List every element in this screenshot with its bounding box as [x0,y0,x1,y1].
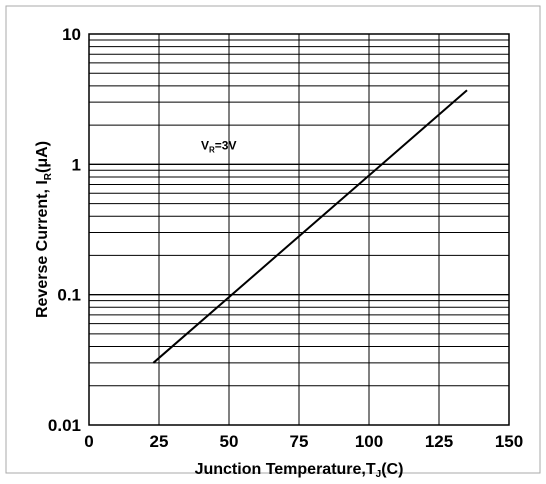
y-axis-label: Reverse Current, IR(μA) [34,141,54,318]
x-tick-label: 150 [495,432,523,451]
plot-border [88,33,510,426]
axes: 0 25 50 75 100 125 150 0.01 0.1 1 10 [48,25,523,451]
x-axis-label: Junction Temperature,TJ(C) [195,461,404,479]
x-tick-label: 100 [355,432,383,451]
x-tick-label: 75 [290,432,309,451]
x-tick-label: 0 [84,432,93,451]
y-tick-label: 10 [62,25,81,44]
series-line [152,89,468,364]
grid [89,34,509,425]
y-tick-label: 1 [72,155,81,174]
y-tick-label: 0.01 [48,416,81,435]
series-group [152,89,468,364]
annotation-label: VR=3V [201,138,236,154]
y-tick-label: 0.1 [57,286,81,305]
x-tick-label: 50 [220,432,239,451]
x-tick-label: 25 [150,432,169,451]
outer-frame [5,5,541,474]
x-tick-label: 125 [425,432,453,451]
labels-group: VR=3V Junction Temperature,TJ(C) Reverse C… [34,138,404,480]
